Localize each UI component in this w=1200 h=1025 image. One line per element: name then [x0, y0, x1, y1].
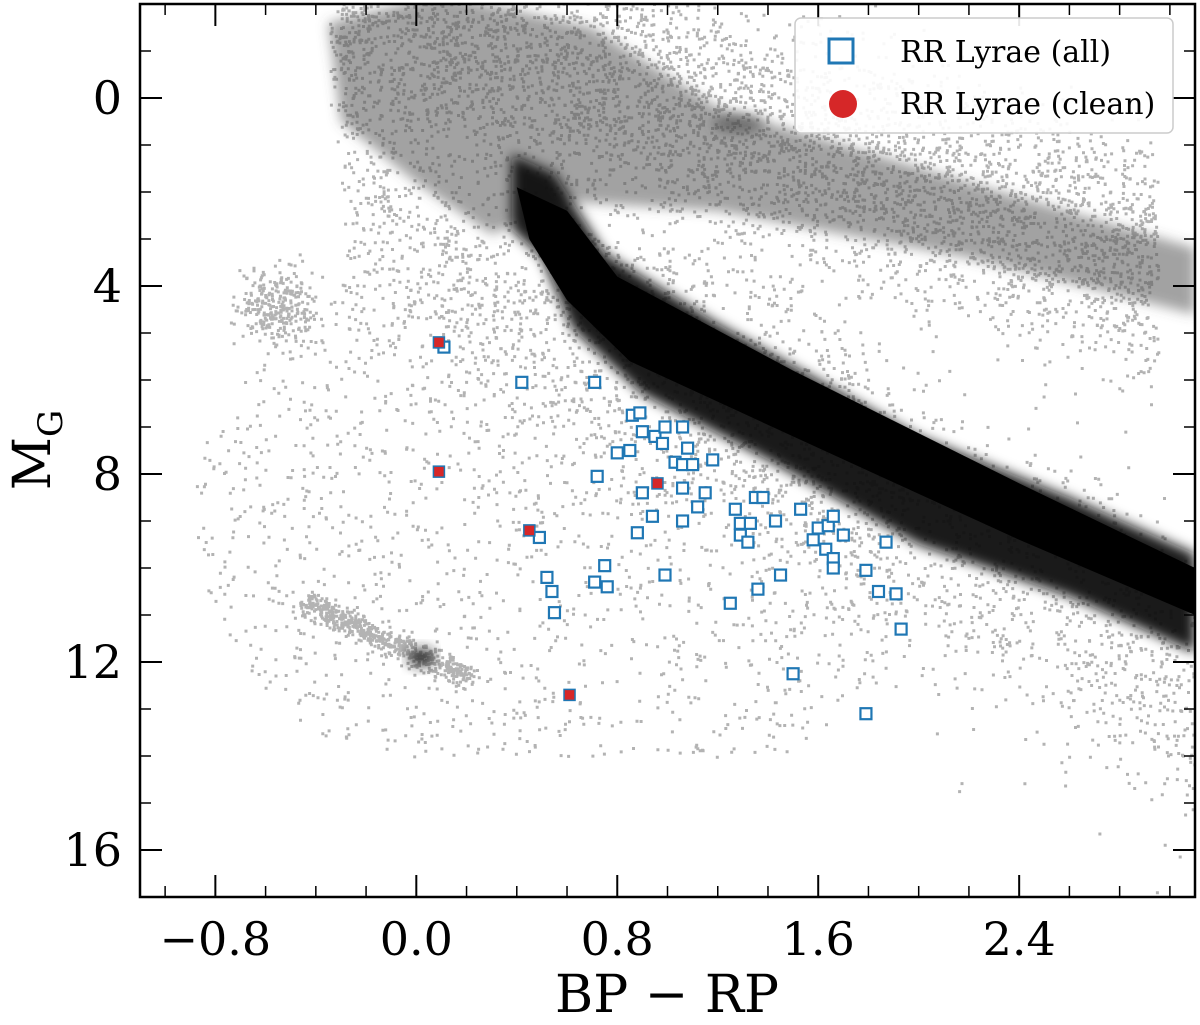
rr-lyrae-all-point	[723, 596, 737, 610]
rr-lyrae-all-point	[547, 606, 562, 620]
y-axis-title-main: M	[3, 437, 63, 490]
legend-label-clean: RR Lyrae (clean)	[900, 87, 1155, 122]
red-clump-blob	[711, 114, 764, 133]
rr-lyrae-all-point	[680, 441, 695, 455]
rr-lyrae-all-point	[645, 509, 660, 523]
rr-lyrae-all-point	[751, 582, 765, 596]
rr-lyrae-all-point	[633, 406, 647, 420]
rr-lyrae-all-point	[836, 528, 850, 542]
x-tick-label: −0.8	[160, 912, 272, 966]
rr-lyrae-all-point	[675, 514, 690, 528]
y-axis-title: MG	[3, 410, 71, 490]
x-tick-label: 0.8	[581, 912, 654, 966]
rr-lyrae-all-point	[806, 533, 820, 547]
rr-lyrae-all-point	[540, 570, 554, 585]
white-dwarf-knot	[407, 648, 436, 667]
rr-lyrae-all-point	[623, 443, 637, 458]
rr-lyrae-all-point	[773, 568, 788, 582]
rr-lyrae-all-point	[686, 458, 700, 472]
rr-lyrae-all-point	[706, 453, 720, 467]
field-star-speckle	[195, 4, 1195, 895]
rr-lyrae-all-point	[728, 502, 742, 516]
rr-lyrae-all-point	[635, 425, 649, 439]
rr-lyrae-all-point	[733, 528, 747, 542]
rr-lyrae-all-point	[859, 707, 873, 721]
rr-lyrae-all-point	[826, 561, 840, 575]
rr-lyrae-all-point	[691, 500, 705, 514]
legend-marker-clean	[829, 90, 857, 118]
y-tick-label: 8	[93, 447, 122, 501]
rr-lyrae-all-point	[826, 509, 840, 523]
rr-lyrae-all-point	[819, 542, 833, 556]
rr-lyrae-clean-point	[432, 465, 446, 478]
rr-lyrae-all-point	[768, 514, 783, 528]
rr-lyrae-all-point	[756, 490, 770, 505]
rr-lyrae-all-point	[598, 559, 612, 573]
axis-tick-labels: −0.8 0.0 0.8 1.6 2.4 0 4 8 12 16	[63, 71, 1055, 966]
y-tick-label: 12	[63, 635, 122, 689]
rr-lyrae-all-point	[675, 481, 690, 495]
legend-label-all: RR Lyrae (all)	[900, 35, 1111, 70]
x-tick-label: 1.6	[782, 912, 855, 966]
rr-lyrae-all-point	[515, 375, 529, 389]
stellar-sequence-bands	[328, 4, 1195, 667]
y-tick-label: 0	[93, 71, 122, 125]
rr-lyrae-all-point	[889, 587, 903, 601]
rr-lyrae-all-point	[600, 580, 614, 594]
legend-box	[794, 17, 1174, 134]
rr-lyrae-all-point	[871, 584, 886, 599]
main-sequence-core	[516, 187, 1195, 616]
rr-lyrae-all-point	[588, 575, 602, 589]
rr-lyrae-all-point	[630, 526, 644, 540]
rr-lyrae-all-point	[655, 436, 670, 451]
y-tick-label: 16	[63, 823, 122, 877]
rr-lyrae-clean-point	[432, 336, 446, 349]
rr-lyrae-all-point	[741, 535, 755, 549]
rr-lyrae-all-point	[610, 446, 624, 460]
stellar-density-background	[195, 4, 1195, 895]
rr-lyrae-all-point	[658, 568, 672, 582]
y-tick-label: 4	[93, 259, 122, 313]
rr-lyrae-clean-point	[523, 524, 536, 537]
y-axis-title-sub: G	[31, 410, 71, 437]
rr-lyrae-all-point	[794, 502, 808, 516]
rr-lyrae-all-point	[743, 516, 757, 530]
rr-lyrae-all-point	[786, 667, 800, 681]
rr-lyrae-all-point	[635, 486, 649, 500]
rr-lyrae-clean-point	[563, 688, 576, 702]
rr-lyrae-all-point	[698, 486, 712, 500]
rr-lyrae-all-point	[879, 535, 893, 549]
rr-lyrae-points	[432, 336, 908, 721]
rr-lyrae-all-point	[675, 420, 690, 434]
legend-marker-all	[827, 37, 855, 65]
x-tick-label: 2.4	[983, 912, 1056, 966]
rr-lyrae-all-point	[658, 420, 672, 434]
x-tick-label: 0.0	[380, 912, 453, 966]
rr-lyrae-all-point	[588, 375, 602, 389]
giant-branch-band	[328, 4, 1195, 315]
legend: RR Lyrae (all) RR Lyrae (clean)	[794, 17, 1174, 134]
svg-text:MG: MG	[3, 410, 71, 490]
rr-lyrae-all-point	[894, 622, 908, 636]
rr-lyrae-all-point	[648, 429, 662, 443]
x-axis-title: BP − RP	[555, 965, 779, 1025]
rr-lyrae-all-point	[545, 584, 559, 599]
rr-lyrae-all-point	[590, 469, 604, 483]
rr-lyrae-clean-point	[651, 477, 664, 490]
rr-lyrae-all-point	[532, 530, 546, 545]
rr-lyrae-all-point	[859, 563, 873, 577]
